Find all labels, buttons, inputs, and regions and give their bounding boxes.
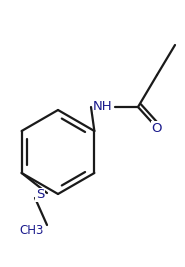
- Text: CH3: CH3: [20, 223, 44, 237]
- Text: S: S: [36, 189, 44, 202]
- Text: O: O: [152, 121, 162, 135]
- Text: NH: NH: [93, 100, 113, 113]
